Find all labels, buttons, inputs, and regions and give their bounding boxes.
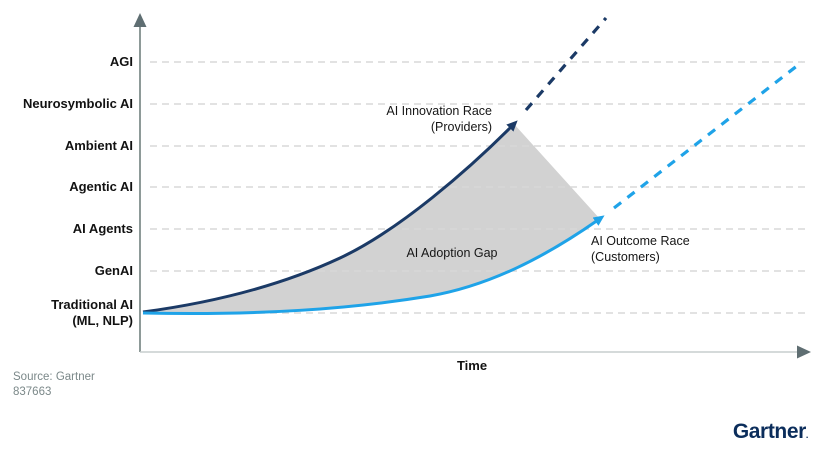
x-axis-title: Time [456,358,488,373]
innovation-race-curve [142,120,518,314]
gartner-logo: Gartner. [732,420,809,444]
y-axis-label-agentic: Agentic AI [69,179,133,194]
adoption-gap-area [143,124,600,314]
gridlines [150,61,806,314]
outcome-race-label-line1: AI Outcome Race [591,234,690,248]
y-axis-label-ambient: Ambient AI [64,138,133,153]
gartner-logo-registered-mark: . [805,430,809,440]
outcome-race-label-line2: (Customers) [591,249,660,264]
innovation-race-label-line2: (Providers) [430,119,492,134]
outcome-race-dashed-projection [613,60,803,210]
outcome-race-label: AI Outcome Race (Customers) [591,234,690,265]
adoption-gap-label: AI Adoption Gap [406,246,498,260]
source-note-line1: Source: Gartner [13,371,95,383]
y-axis-label-traditional: Traditional AI (ML, NLP) [51,297,133,329]
y-axis-arrow-icon [133,13,147,27]
innovation-race-dashed-projection [524,16,608,112]
y-axis-label-ai-agents: AI Agents [72,221,133,236]
y-axis-label-neurosymbolic: Neurosymbolic AI [22,96,133,111]
source-note: Source: Gartner 837663 [13,370,95,400]
y-axis-label-genai: GenAI [94,263,133,278]
outcome-race-curve [142,215,605,316]
y-axis-label-traditional-line1: Traditional AI [51,297,133,312]
innovation-race-label: AI Innovation Race (Providers) [386,104,492,135]
y-axis-label-traditional-line2: (ML, NLP) [72,313,133,328]
gartner-logo-text: Gartner [732,420,806,443]
innovation-race-label-line1: AI Innovation Race [386,104,492,118]
source-note-line2: 837663 [13,386,52,398]
x-axis-arrow-icon [797,345,811,359]
y-axis-label-agi: AGI [109,54,133,69]
